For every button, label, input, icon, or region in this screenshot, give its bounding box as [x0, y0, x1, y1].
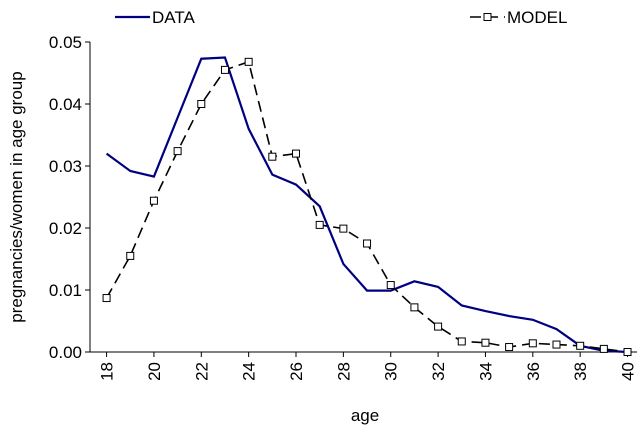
data-point — [292, 149, 301, 158]
data-point — [552, 340, 561, 349]
x-tick-label: 18 — [98, 362, 117, 381]
x-tick-label: 24 — [240, 362, 259, 381]
series-line — [105, 60, 628, 353]
y-tick-label: 0.00 — [49, 343, 82, 362]
data-point — [576, 341, 585, 350]
x-tick-label: 34 — [476, 362, 495, 381]
data-point — [481, 338, 490, 347]
series-line — [105, 56, 628, 354]
data-point — [149, 196, 158, 205]
data-point — [339, 224, 348, 233]
y-axis-label: pregnancies/women in age group — [7, 71, 26, 322]
y-tick-label: 0.02 — [49, 219, 82, 238]
data-point — [363, 239, 372, 248]
legend-marker — [483, 13, 492, 21]
data-point — [197, 100, 206, 108]
data-point — [528, 339, 537, 348]
data-point — [623, 348, 632, 356]
data-point — [410, 303, 419, 312]
data-point — [315, 220, 324, 229]
legend-label: MODEL — [507, 8, 567, 27]
x-tick-label: 40 — [619, 362, 638, 381]
data-point — [126, 251, 135, 260]
data-point — [599, 344, 608, 353]
x-axis-label: age — [351, 406, 379, 425]
x-tick-label: 26 — [287, 362, 306, 381]
data-point — [102, 294, 111, 303]
x-tick-label: 30 — [382, 362, 401, 381]
data-point — [268, 152, 277, 161]
data-point — [220, 65, 229, 74]
x-tick-label: 36 — [524, 362, 543, 381]
legend-label: DATA — [152, 8, 195, 27]
data-point — [457, 337, 466, 346]
data-point — [173, 147, 182, 156]
data-point — [434, 322, 443, 331]
data-point — [386, 281, 395, 290]
y-tick-label: 0.03 — [49, 157, 82, 176]
y-tick-label: 0.04 — [49, 95, 82, 114]
x-tick-label: 32 — [429, 362, 448, 381]
x-tick-label: 20 — [145, 362, 164, 381]
y-tick-label: 0.01 — [49, 281, 82, 300]
y-tick-label: 0.05 — [49, 33, 82, 52]
data-point — [244, 57, 253, 66]
data-point — [505, 343, 514, 352]
x-tick-label: 22 — [192, 362, 211, 381]
x-tick-label: 28 — [334, 362, 353, 381]
x-tick-label: 38 — [571, 362, 590, 381]
